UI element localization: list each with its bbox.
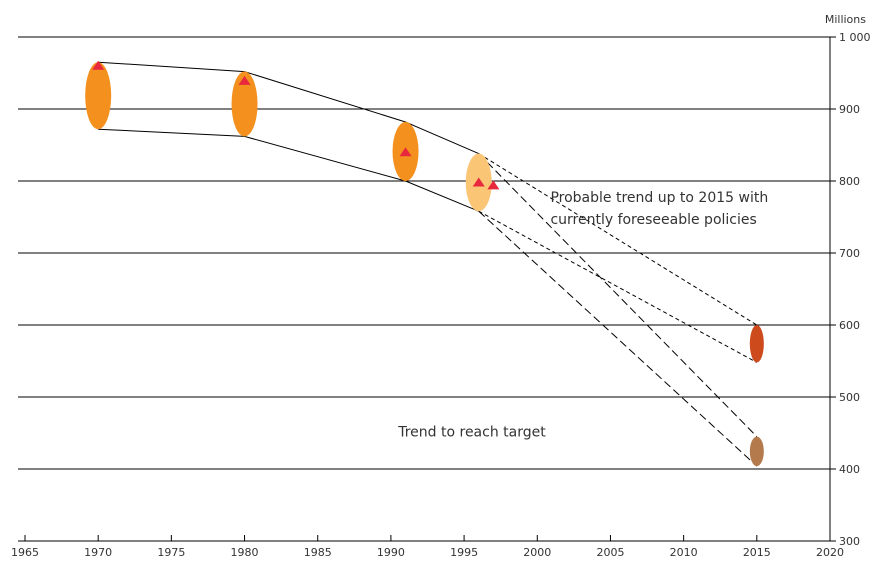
y-tick-label: 300 (839, 535, 860, 548)
x-tick-label: 2015 (743, 546, 771, 559)
projection-2-range (749, 436, 764, 467)
y-tick-label: 400 (839, 463, 860, 476)
y-tick-label: 600 (839, 319, 860, 332)
historical-envelope-lower (98, 128, 479, 212)
triangle-marker-4 (472, 177, 485, 187)
projection-1-range (749, 325, 764, 363)
x-tick-label: 1990 (377, 546, 405, 559)
x-tick-label: 2005 (596, 546, 624, 559)
estimate-range-1970 (85, 62, 112, 130)
x-tick-label: 2000 (523, 546, 551, 559)
annotation-1-line-1: Probable trend up to 2015 with (550, 190, 768, 206)
triangle-marker-2 (238, 75, 251, 85)
x-tick-label: 1975 (157, 546, 185, 559)
x-tick-label: 2020 (816, 546, 844, 559)
historical-envelope-upper (98, 61, 479, 155)
y-tick-label: 900 (839, 103, 860, 116)
triangle-marker-1 (92, 60, 105, 70)
y-tick-label: 500 (839, 391, 860, 404)
x-tick-label: 1970 (84, 546, 112, 559)
projection-2-upper-line (478, 153, 758, 437)
x-tick-label: 1985 (304, 546, 332, 559)
triangle-marker-3 (399, 147, 412, 157)
annotation-1-line-2: currently foreseeable policies (550, 212, 756, 228)
estimate-range-1980 (231, 71, 258, 137)
projection-2-lower-line (478, 210, 758, 467)
y-unit-label: Millions (825, 13, 866, 26)
x-tick-label: 2010 (670, 546, 698, 559)
projection-1-lower-line (478, 210, 758, 363)
annotation-2-line-1: Trend to reach target (397, 425, 546, 441)
projection-1-upper-line (478, 153, 758, 326)
triangle-marker-5 (487, 180, 500, 190)
x-tick-label: 1980 (231, 546, 259, 559)
y-tick-label: 700 (839, 247, 860, 260)
y-tick-label: 1 000 (839, 31, 871, 44)
x-tick-label: 1965 (11, 546, 39, 559)
y-tick-label: 800 (839, 175, 860, 188)
x-tick-label: 1995 (450, 546, 478, 559)
